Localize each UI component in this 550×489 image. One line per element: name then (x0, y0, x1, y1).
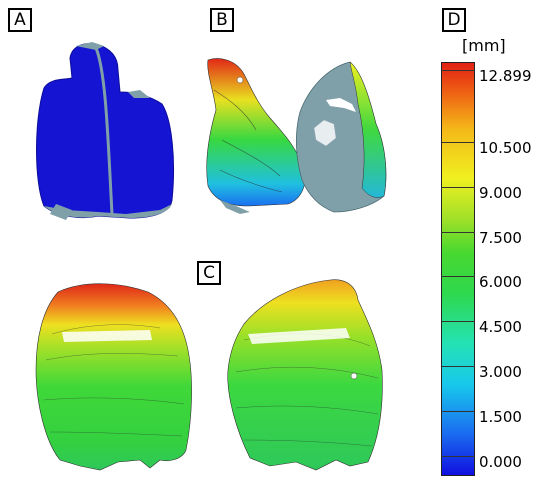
scale-tick-label: 0.000 (479, 453, 522, 471)
scale-tick-line (441, 411, 475, 412)
scale-tick-label: 7.500 (479, 229, 522, 247)
model-c-left (35, 283, 192, 471)
scale-tick-line (441, 276, 475, 277)
panel-label-c: C (197, 261, 221, 285)
color-scale-bar (441, 62, 475, 476)
model-b-left (206, 58, 306, 214)
scale-tick-label: 12.899 (479, 67, 532, 85)
scale-tick-line (441, 70, 475, 71)
scale-tick-line (441, 366, 475, 367)
scale-tick-line (441, 187, 475, 188)
scale-tick-label: 9.000 (479, 184, 522, 202)
model-b-right (295, 61, 387, 213)
model-c-right (227, 279, 383, 471)
scale-tick-line (441, 456, 475, 457)
scale-tick-label: 10.500 (479, 139, 532, 157)
scale-tick-label: 3.000 (479, 363, 522, 381)
panel-label-a: A (8, 8, 32, 32)
scale-tick-label: 1.500 (479, 408, 522, 426)
scale-tick-label: 6.000 (479, 273, 522, 291)
panel-label-d: D (442, 8, 466, 32)
legend-unit: [mm] (462, 36, 506, 55)
scale-tick-label: 4.500 (479, 318, 522, 336)
scale-tick-line (441, 232, 475, 233)
scale-tick-line (441, 142, 475, 143)
panel-label-b: B (210, 8, 234, 32)
model-a (36, 42, 174, 220)
scale-tick-line (441, 321, 475, 322)
